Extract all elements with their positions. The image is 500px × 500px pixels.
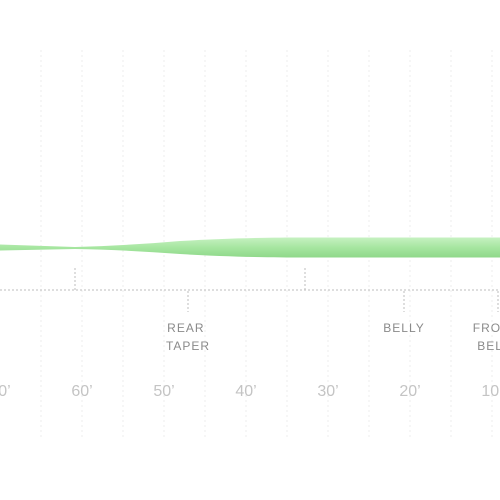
axis-label: 30’ xyxy=(317,383,338,400)
label-front-belly: FRONT BELLY xyxy=(473,321,500,353)
axis-label: 40’ xyxy=(235,383,256,400)
label-rear-taper: REAR TAPER xyxy=(166,321,210,353)
axis-label: 10’ xyxy=(481,383,500,400)
axis-label: 20’ xyxy=(399,383,420,400)
label-belly-line-1: BELLY xyxy=(383,321,424,335)
label-front-belly-line-2: BELLY xyxy=(477,339,500,353)
axis-label: 70’ xyxy=(0,383,11,400)
section-guides xyxy=(0,268,500,312)
fly-line-profile xyxy=(0,237,500,258)
label-rear-taper-line-1: REAR xyxy=(167,321,204,335)
axis-label: 60’ xyxy=(71,383,92,400)
label-belly: BELLY xyxy=(383,321,424,335)
label-front-belly-line-1: FRONT xyxy=(473,321,500,335)
axis-label: 50’ xyxy=(153,383,174,400)
label-rear-taper-line-2: TAPER xyxy=(166,339,210,353)
distance-axis: 70’ 60’ 50’ 40’ 30’ 20’ 10’ xyxy=(0,383,500,400)
